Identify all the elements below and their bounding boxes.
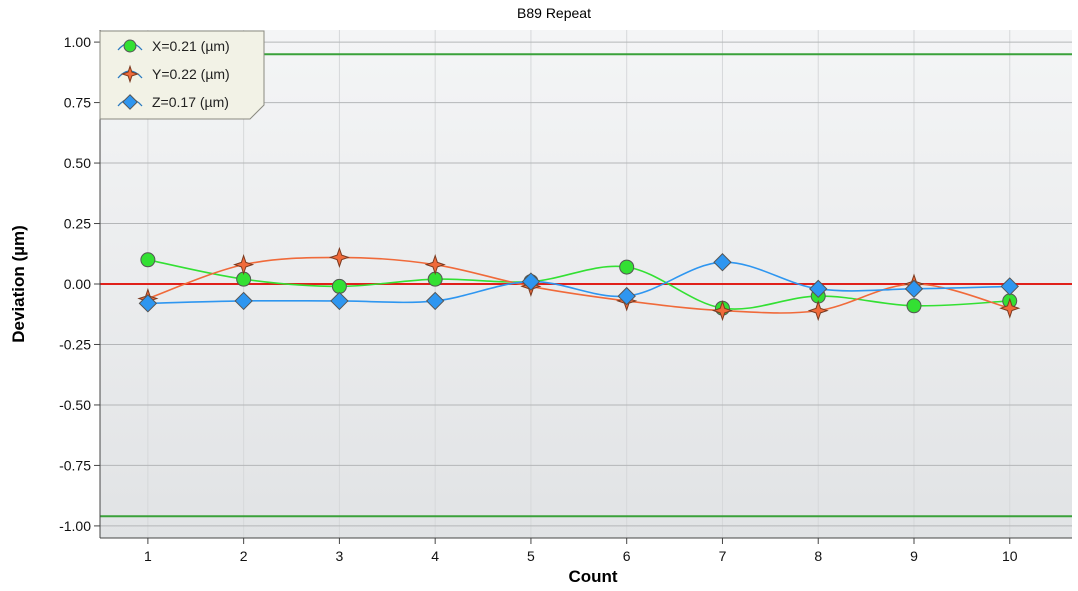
legend-label: X=0.21 (µm) [152, 38, 230, 54]
data-point-circle [331, 278, 347, 294]
data-point-diamond [713, 253, 732, 272]
data-point-star [233, 254, 255, 276]
legend-label: Z=0.17 (µm) [152, 94, 229, 110]
y-tick-label: 0.25 [64, 216, 91, 232]
y-tick-label: -0.25 [59, 336, 91, 352]
y-tick-label: -0.75 [59, 457, 91, 473]
data-point-diamond [521, 272, 541, 291]
x-tick-label: 5 [527, 548, 535, 564]
x-tick-label: 8 [814, 548, 822, 564]
legend[interactable]: X=0.21 (µm) Y=0.22 (µm) Z=0.17 (µm) [99, 30, 265, 120]
y-tick-label: 0.50 [64, 155, 91, 171]
chart-title: B89 Repeat [517, 5, 591, 21]
x-tick-label: 10 [1002, 548, 1018, 564]
data-point-circle [619, 259, 635, 275]
y-tick-label: -0.50 [59, 397, 91, 413]
data-point-circle [140, 252, 156, 268]
data-point-star [328, 246, 350, 268]
y-axis-label: Deviation (µm) [9, 225, 28, 342]
x-tick-label: 6 [623, 548, 631, 564]
x-tick-label: 9 [910, 548, 918, 564]
x-tick-label: 1 [144, 548, 152, 564]
series-layer [137, 246, 1021, 322]
series-line-star [147, 256, 1010, 314]
x-tick-label: 4 [431, 548, 439, 564]
data-point-diamond [234, 291, 253, 311]
x-tick-label: 3 [336, 548, 344, 564]
data-point-diamond [1000, 277, 1019, 296]
y-tick-label: 0.75 [64, 95, 91, 111]
data-point-diamond [138, 294, 158, 313]
data-point-diamond [425, 291, 445, 311]
data-point-star [999, 297, 1021, 319]
series-line-diamond [147, 261, 1010, 305]
x-tick-label: 7 [719, 548, 727, 564]
legend-marker-diamond [122, 94, 138, 110]
x-axis-label: Count [568, 567, 617, 586]
legend-box [99, 30, 265, 120]
legend-label: Y=0.22 (µm) [152, 66, 230, 82]
data-point-diamond [617, 286, 636, 306]
axes: 1.00 0.75 0.50 0.25 0.00 -0.25 -0.50 -0.75 -1.00… [59, 30, 1072, 564]
data-point-circle [906, 298, 922, 314]
data-point-diamond [330, 291, 349, 311]
series-line-circle [147, 259, 1010, 310]
data-point-star [424, 254, 446, 276]
data-point-star [711, 300, 734, 322]
x-tick-label: 2 [240, 548, 248, 564]
data-point-diamond [904, 279, 924, 299]
data-point-star [807, 300, 829, 322]
legend-marker-star [120, 64, 140, 84]
y-tick-label: 0.00 [64, 276, 91, 292]
data-point-diamond [809, 279, 828, 299]
y-tick-label: 1.00 [64, 34, 91, 50]
y-tick-label: -1.00 [59, 518, 91, 534]
legend-marker-circle [123, 39, 137, 53]
